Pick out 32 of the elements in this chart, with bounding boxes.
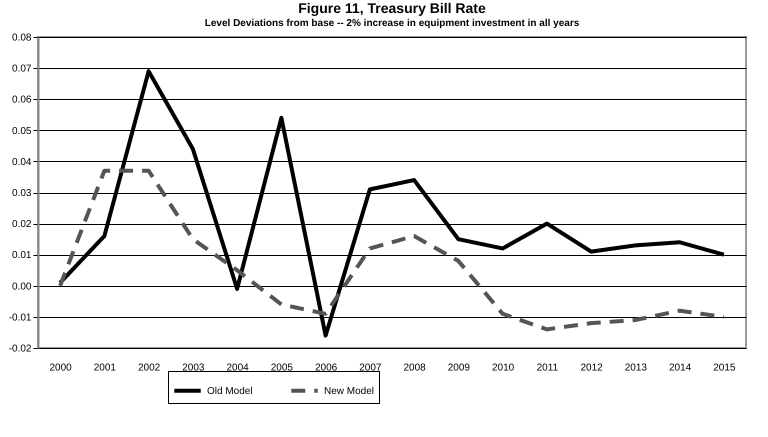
x-tick-label: 2010 — [492, 362, 515, 374]
legend-label: Old Model — [207, 386, 253, 397]
y-tick-label: 0.06 — [12, 94, 32, 106]
y-tick-label: 0.00 — [12, 281, 32, 292]
x-tick-label: 2001 — [94, 362, 116, 374]
x-tick-label: 2014 — [669, 362, 692, 374]
line-series — [58, 168, 726, 332]
x-tick-label: 2011 — [536, 362, 559, 374]
x-tick-label: 2005 — [270, 362, 294, 374]
chart-title: Figure 11, Treasury Bill Rate — [298, 0, 486, 16]
x-tick-label: 2004 — [226, 362, 250, 374]
y-tick-label: 0.01 — [12, 250, 32, 262]
y-tick-label: 0.07 — [12, 64, 32, 75]
x-tick-label: 2003 — [182, 362, 205, 374]
legend-label: New Model — [324, 386, 374, 397]
x-tick-label: 2009 — [448, 362, 470, 374]
x-tick-label: 2006 — [315, 362, 338, 374]
x-tick-label: 2012 — [580, 362, 604, 374]
y-tick-label: 0.03 — [12, 188, 32, 199]
y-tick-label: 0.05 — [12, 126, 32, 137]
y-tick-label: 0.08 — [12, 32, 32, 44]
y-tick-label: 0.02 — [12, 219, 32, 230]
x-tick-label: 2013 — [624, 362, 648, 374]
y-tick-label: 0.04 — [12, 156, 32, 168]
chart-subtitle: Level Deviations from base -- 2% increase in equipment investment in all years — [204, 18, 580, 29]
x-tick-label: 2002 — [138, 362, 161, 374]
x-tick-label: 2007 — [359, 362, 382, 374]
y-tick-label: -0.02 — [8, 344, 32, 354]
x-tick-label: 2015 — [713, 362, 736, 374]
y-tick-label: -0.01 — [8, 312, 32, 324]
x-tick-label: 2000 — [50, 362, 72, 374]
x-tick-label: 2008 — [404, 362, 426, 374]
